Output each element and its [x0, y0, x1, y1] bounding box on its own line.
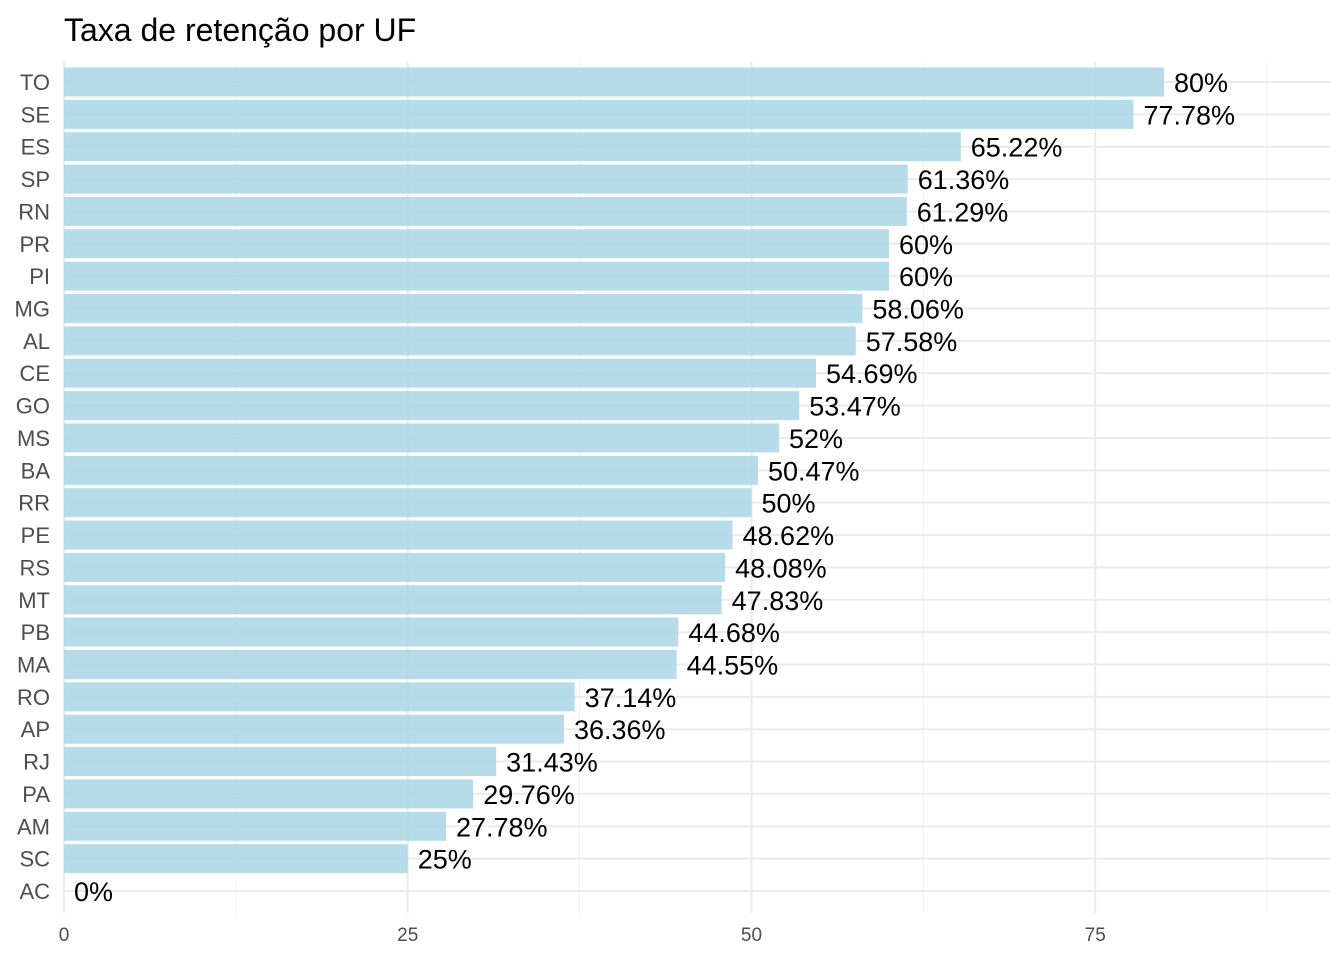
category-label: RJ — [23, 750, 50, 775]
data-label: 61.36% — [918, 165, 1010, 195]
data-label: 0% — [74, 877, 113, 907]
category-label: RR — [18, 491, 50, 516]
category-label: PA — [22, 782, 50, 807]
category-label: MS — [17, 426, 50, 451]
category-label: SP — [21, 167, 50, 192]
data-label: 47.83% — [732, 586, 824, 616]
data-label: 60% — [899, 230, 953, 260]
data-label: 77.78% — [1143, 100, 1235, 130]
x-tick-label: 50 — [741, 925, 762, 946]
bar-rs — [64, 552, 726, 582]
category-label: AP — [21, 717, 50, 742]
category-label: PR — [19, 232, 50, 257]
data-label: 27.78% — [456, 812, 548, 842]
bar-ce — [64, 358, 816, 388]
category-label: RO — [17, 685, 50, 710]
bar-sc — [64, 844, 408, 874]
category-label: BA — [21, 458, 51, 483]
data-label: 50.47% — [768, 456, 860, 486]
data-label: 58.06% — [872, 295, 964, 325]
data-label: 31.43% — [506, 748, 598, 778]
bar-to — [64, 67, 1164, 97]
bar-pr — [64, 229, 889, 259]
bar-pe — [64, 520, 733, 550]
data-label: 61.29% — [917, 197, 1009, 227]
bar-se — [64, 99, 1134, 129]
data-label: 53.47% — [809, 392, 901, 422]
bar-rj — [64, 747, 497, 777]
category-label: AL — [23, 329, 50, 354]
category-label: ES — [21, 135, 50, 160]
data-labels: 80%77.78%65.22%61.36%61.29%60%60%58.06%5… — [74, 68, 1235, 907]
data-label: 50% — [762, 489, 816, 519]
bar-am — [64, 811, 446, 841]
bar-ba — [64, 455, 758, 485]
x-tick-label: 75 — [1085, 925, 1106, 946]
data-label: 44.68% — [688, 618, 780, 648]
data-label: 25% — [418, 845, 472, 875]
category-label: AM — [17, 814, 50, 839]
bar-pa — [64, 779, 474, 809]
x-axis-tick-labels: 0 25 50 75 — [59, 925, 1106, 946]
category-label: MA — [17, 652, 50, 677]
data-label: 57.58% — [866, 327, 958, 357]
data-label: 37.14% — [585, 683, 677, 713]
data-label: 52% — [789, 424, 843, 454]
bars — [64, 67, 1164, 874]
category-label: CE — [19, 361, 50, 386]
bar-ro — [64, 682, 575, 712]
data-label: 54.69% — [826, 359, 918, 389]
bar-ms — [64, 423, 779, 453]
category-label: RN — [18, 199, 50, 224]
bar-ma — [64, 649, 677, 679]
data-label: 60% — [899, 262, 953, 292]
bar-mt — [64, 585, 722, 615]
category-label: SC — [19, 847, 50, 872]
category-label: TO — [20, 70, 50, 95]
x-tick-label: 0 — [59, 925, 70, 946]
data-label: 44.55% — [687, 650, 779, 680]
category-label: SE — [21, 102, 50, 127]
category-label: PI — [29, 264, 50, 289]
bar-es — [64, 132, 961, 162]
bar-rr — [64, 488, 752, 518]
data-label: 65.22% — [971, 133, 1063, 163]
bar-sp — [64, 164, 908, 194]
bar-pb — [64, 617, 679, 647]
x-tick-label: 25 — [397, 925, 418, 946]
bar-mg — [64, 294, 863, 324]
data-label: 80% — [1174, 68, 1228, 98]
bar-go — [64, 391, 800, 421]
category-label: PB — [21, 620, 50, 645]
bar-ap — [64, 714, 564, 744]
category-labels: TO SE ES SP RN PR PI MG AL CE GO MS BA RR PE RS MT PB MA RO… — [15, 70, 51, 904]
bar-al — [64, 326, 856, 356]
data-label: 48.62% — [743, 521, 835, 551]
category-label: MT — [18, 588, 50, 613]
bar-rn — [64, 196, 907, 226]
category-label: MG — [15, 297, 50, 322]
data-label: 36.36% — [574, 715, 666, 745]
category-label: RS — [19, 555, 50, 580]
chart-title: Taxa de retenção por UF — [64, 12, 416, 48]
category-label: PE — [21, 523, 50, 548]
data-label: 29.76% — [483, 780, 575, 810]
category-label: GO — [16, 394, 50, 419]
category-label: AC — [19, 879, 50, 904]
bar-pi — [64, 261, 889, 291]
data-label: 48.08% — [735, 553, 827, 583]
